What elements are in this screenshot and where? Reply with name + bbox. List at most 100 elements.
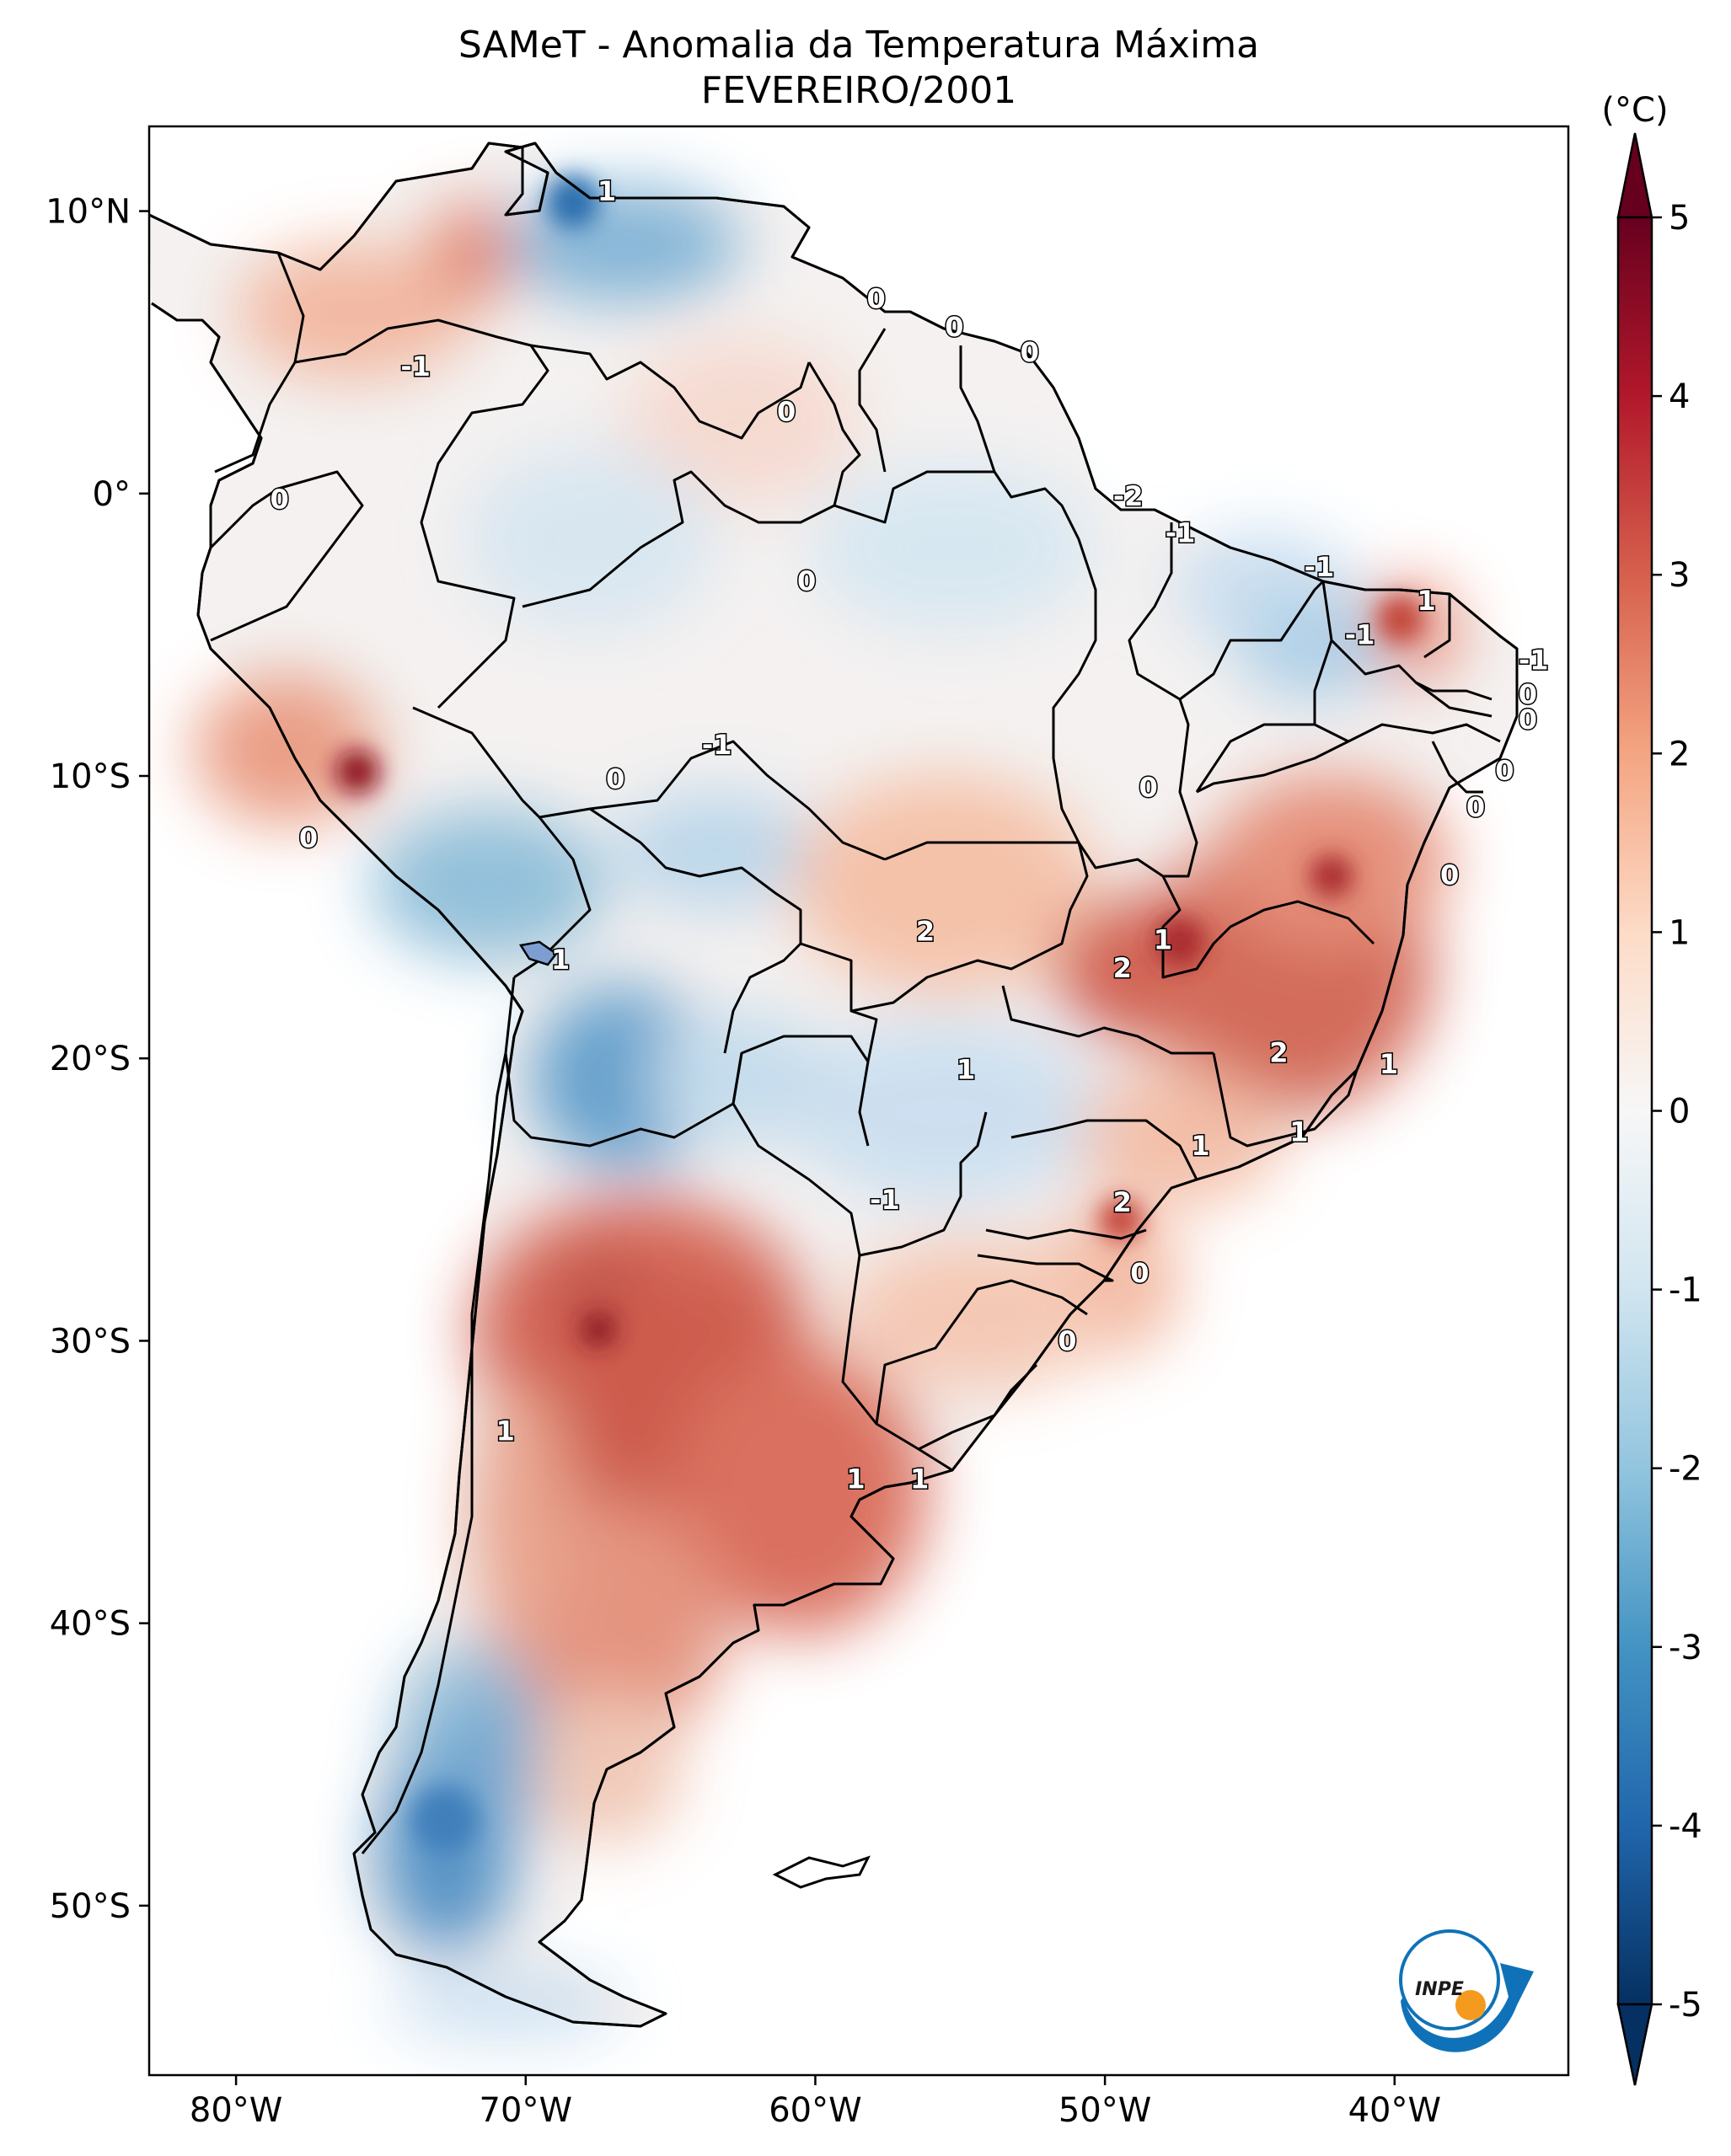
colorbar-upper-extension — [1616, 132, 1653, 219]
border-ms-sp — [1001, 985, 1214, 1055]
border-maranhao-piaui — [1179, 580, 1325, 701]
border-guianas-brazil — [833, 470, 1080, 540]
border-bolivia-brazil — [589, 807, 878, 1062]
border-bahia-north — [1196, 740, 1349, 794]
colorbar-lower-extension — [1616, 2003, 1653, 2086]
colorbar-tick-label: 5 — [1669, 199, 1690, 238]
border-chile-argentina — [361, 1052, 507, 1854]
contour-label: 0 — [299, 822, 318, 854]
lat-tick-label: 50°S — [50, 1887, 131, 1926]
border-pb-rn — [1415, 681, 1493, 701]
contour-label: 0 — [1519, 678, 1537, 710]
contour-label: -1 — [1166, 517, 1196, 549]
border-colombia-peru — [294, 318, 549, 709]
contour-label: 2 — [1269, 1037, 1288, 1069]
border-ecuador-peru — [209, 470, 364, 642]
contour-label: -2 — [1113, 480, 1144, 512]
colorbar-tick-label: -2 — [1669, 1450, 1702, 1489]
colorbar-tick-label: 4 — [1669, 377, 1690, 416]
contour-label: 1 — [1380, 1048, 1398, 1080]
border-brazil-colombia — [522, 470, 835, 608]
border-venezuela-brazil — [530, 344, 811, 440]
lake-titicaca — [518, 940, 558, 966]
border-peru-brazil — [412, 706, 886, 861]
border-venezuela-guyana — [807, 361, 861, 506]
contour-label: 0 — [1495, 754, 1514, 786]
lon-tick-label: 50°W — [1058, 2091, 1151, 2130]
longitude-ticks: 80°W 70°W 60°W 50°W 40°W — [190, 2075, 1441, 2130]
contour-label: 0 — [1130, 1257, 1149, 1289]
border-colombia-panama — [214, 252, 305, 473]
border-argentina-uruguay — [841, 1255, 953, 1472]
logo-orbit-ring — [1399, 1929, 1500, 2030]
falkland-islands — [772, 1855, 871, 1889]
colorbar-ticks: 5 4 3 2 1 0 -1 -2 -3 -4 -5 — [1652, 199, 1702, 2025]
border-peru-bolivia — [513, 816, 592, 979]
inpe-logo: INPE — [1399, 1929, 1534, 2052]
contour-label: 0 — [1021, 336, 1039, 368]
border-sp-rj — [1212, 1052, 1359, 1148]
colorbar-tick-label: -1 — [1669, 1271, 1702, 1310]
contour-label: -1 — [1305, 551, 1335, 583]
border-parana — [1010, 1119, 1198, 1180]
border-bolivia-argentina-paraguay — [504, 976, 870, 1148]
coastline — [149, 142, 1519, 2028]
lon-tick-label: 70°W — [480, 2091, 572, 2130]
lat-tick-label: 0° — [93, 475, 131, 514]
border-brazil-mt-ms — [850, 841, 1089, 1013]
lat-tick-label: 40°S — [50, 1605, 131, 1644]
contour-label: 0 — [271, 483, 289, 515]
contour-label: 2 — [916, 915, 935, 947]
contour-label: 0 — [1058, 1324, 1076, 1356]
border-uruguay-brazil — [875, 1279, 1088, 1425]
colorbar-tick-label: -4 — [1669, 1807, 1702, 1846]
colorbar-unit: (°C) — [1601, 91, 1668, 130]
contour-label: 1 — [1417, 585, 1435, 617]
contour-label: 0 — [866, 282, 885, 314]
contour-label: 1 — [496, 1415, 515, 1447]
logo-swoosh — [1401, 1963, 1534, 2052]
contour-label: -1 — [1519, 645, 1549, 677]
lon-tick-label: 60°W — [769, 2091, 861, 2130]
contour-label: 0 — [1440, 859, 1459, 891]
contour-label: 0 — [1466, 791, 1485, 823]
contour-label: -1 — [1345, 618, 1375, 650]
logo-sun — [1455, 1990, 1486, 2020]
colorbar: (°C) 5 4 3 2 1 0 -1 -2 -3 -4 -5 — [1601, 91, 1702, 2086]
border-rn-ce — [1423, 594, 1451, 659]
contour-label: 1 — [846, 1463, 865, 1495]
anomaly-hotspots — [335, 175, 1424, 1854]
border-guyana-suriname — [858, 328, 887, 473]
border-goias-minas — [1077, 842, 1375, 979]
colorbar-tick-label: -3 — [1669, 1629, 1702, 1667]
colorbar-tick-label: -5 — [1669, 1986, 1702, 2025]
contour-label: 1 — [910, 1463, 929, 1495]
latitude-ticks: 10°N 0° 10°S 20°S 30°S 40°S 50°S — [46, 193, 149, 1926]
border-pernambuco-bahia — [1314, 723, 1501, 743]
contour-label: 0 — [797, 565, 816, 597]
contour-label: -1 — [870, 1184, 900, 1216]
border-bolivia-sw — [723, 942, 802, 1054]
lat-tick-label: 30°S — [50, 1322, 131, 1361]
contour-label: 0 — [606, 762, 624, 794]
border-para-tocantins — [1052, 538, 1097, 843]
anomaly-field — [194, 185, 1458, 2039]
contour-label: 0 — [777, 396, 796, 428]
border-ceara-pernambuco — [1330, 639, 1493, 718]
colorbar-tick-label: 1 — [1669, 913, 1690, 952]
political-borders — [149, 142, 1519, 2028]
contour-label: 0 — [1519, 704, 1537, 736]
contour-label: 0 — [1139, 771, 1158, 803]
colorbar-gradient — [1616, 216, 1653, 2006]
border-paraguay — [732, 1052, 988, 1257]
contour-label: -1 — [400, 350, 431, 383]
contour-label: 1 — [551, 944, 570, 976]
contour-label: 1 — [598, 175, 616, 207]
lat-tick-label: 10°S — [50, 757, 131, 796]
border-suriname-guiana — [959, 345, 996, 473]
contour-label: 1 — [1191, 1130, 1209, 1162]
contour-label: -1 — [702, 729, 732, 761]
